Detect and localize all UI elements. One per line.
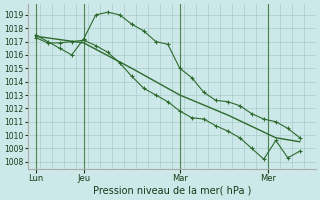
X-axis label: Pression niveau de la mer( hPa ): Pression niveau de la mer( hPa ) (92, 186, 251, 196)
